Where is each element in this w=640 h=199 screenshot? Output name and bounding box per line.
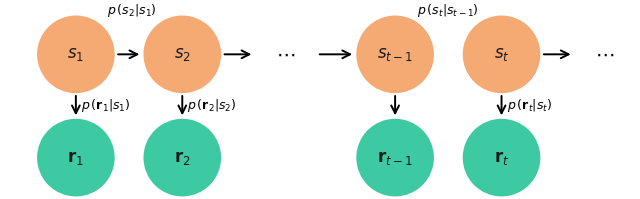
Circle shape bbox=[356, 16, 434, 93]
Text: $\cdots$: $\cdots$ bbox=[276, 45, 295, 64]
Text: $\mathbf{r}_2$: $\mathbf{r}_2$ bbox=[174, 149, 191, 167]
Text: $s_{t-1}$: $s_{t-1}$ bbox=[377, 46, 413, 63]
Text: $\mathbf{r}_t$: $\mathbf{r}_t$ bbox=[494, 149, 509, 167]
Text: $p\,(\mathbf{r}_1|s_1)$: $p\,(\mathbf{r}_1|s_1)$ bbox=[81, 97, 131, 114]
Text: $s_1$: $s_1$ bbox=[67, 46, 84, 63]
Text: $p\,(\mathbf{r}_2|s_2)$: $p\,(\mathbf{r}_2|s_2)$ bbox=[188, 97, 237, 114]
Text: $s_2$: $s_2$ bbox=[174, 46, 191, 63]
Text: $s_t$: $s_t$ bbox=[493, 46, 509, 63]
Text: $p\,(s_2|s_1)$: $p\,(s_2|s_1)$ bbox=[108, 2, 157, 19]
Circle shape bbox=[37, 16, 115, 93]
Text: $\mathbf{r}_{t-1}$: $\mathbf{r}_{t-1}$ bbox=[378, 149, 413, 167]
Circle shape bbox=[463, 16, 540, 93]
Text: $\mathbf{r}_1$: $\mathbf{r}_1$ bbox=[67, 149, 84, 167]
Circle shape bbox=[143, 16, 221, 93]
Circle shape bbox=[37, 119, 115, 196]
Circle shape bbox=[356, 119, 434, 196]
Text: $\cdots$: $\cdots$ bbox=[595, 45, 614, 64]
Circle shape bbox=[463, 119, 540, 196]
Circle shape bbox=[143, 119, 221, 196]
Text: $p\,(s_t|s_{t-1})$: $p\,(s_t|s_{t-1})$ bbox=[417, 2, 479, 19]
Text: $p\,(\mathbf{r}_t|s_t)$: $p\,(\mathbf{r}_t|s_t)$ bbox=[506, 97, 552, 114]
